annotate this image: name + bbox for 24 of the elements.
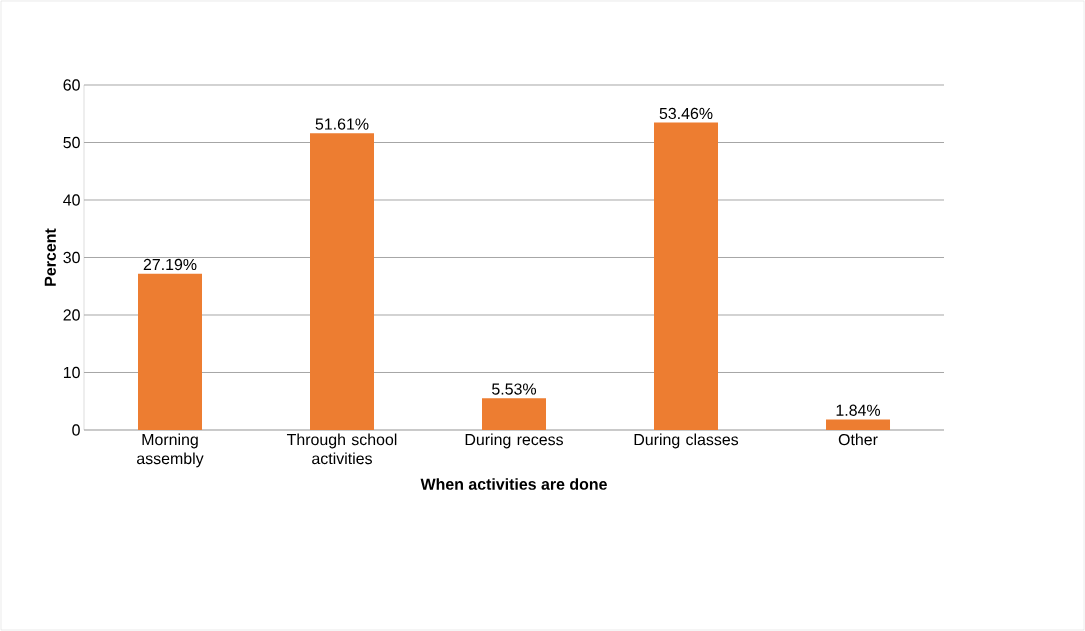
y-tick-label: 30 — [63, 251, 80, 264]
bar — [310, 133, 374, 430]
y-tick-label: 0 — [72, 424, 80, 436]
data-label: 53.46% — [659, 107, 713, 120]
y-tick-label: 60 — [63, 79, 80, 91]
data-label: 51.61% — [315, 118, 369, 130]
x-tick-label: During recess — [465, 433, 564, 449]
bar — [482, 398, 546, 430]
bar — [654, 122, 718, 430]
x-axis-title: When activities are done — [420, 478, 607, 490]
x-tick-label: Through school activities — [286, 433, 397, 465]
y-tick-label: 40 — [63, 194, 80, 206]
x-tick-label: During classes — [634, 433, 739, 449]
y-tick-label: 10 — [63, 366, 80, 379]
data-label: 5.53% — [492, 383, 537, 395]
y-tick-label: 50 — [63, 136, 80, 149]
bar — [826, 419, 891, 430]
data-label: 27.19% — [143, 258, 197, 271]
data-label: 1.84% — [836, 404, 881, 416]
x-tick-label: Morning assembly — [137, 433, 204, 468]
x-tick-label: Other — [838, 433, 878, 446]
bar — [138, 273, 202, 430]
y-axis-title: Percent — [44, 228, 56, 286]
y-tick-label: 20 — [63, 309, 80, 321]
